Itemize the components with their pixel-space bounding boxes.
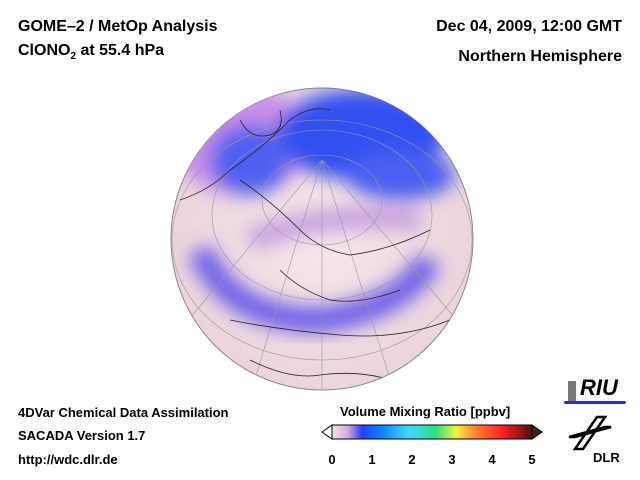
colorbar-min-arrow [321, 424, 333, 440]
riu-logo-tower-icon [568, 381, 576, 401]
species: ClONO [18, 42, 71, 59]
riu-logo-wave-icon [564, 401, 626, 404]
species-subscript: 2 [70, 51, 77, 63]
region: Northern Hemisphere [458, 48, 622, 65]
graticule [171, 119, 473, 390]
colorbar-tick: 5 [528, 452, 536, 467]
colorbar-tick: 1 [368, 452, 376, 467]
footer-method: 4DVar Chemical Data Assimilation [18, 405, 229, 420]
riu-logo: RIU [560, 375, 630, 405]
species-label: ClONO2 at 55.4 hPa [18, 42, 164, 62]
pressure-level: at 55.4 hPa [76, 42, 165, 59]
colorbar-title: Volume Mixing Ratio [ppbv] [340, 404, 511, 419]
footer-version: SACADA Version 1.7 [18, 428, 146, 443]
dlr-logo-icon [568, 415, 612, 451]
dlr-logo-text: DLR [593, 450, 620, 465]
colorbar-tick: 2 [408, 452, 416, 467]
colorbar [321, 424, 543, 440]
footer-url[interactable]: http://wdc.dlr.de [18, 452, 118, 467]
colorbar-tick: 3 [448, 452, 456, 467]
colorbar-tick: 0 [328, 452, 336, 467]
coastlines [179, 108, 451, 381]
colorbar-tick: 4 [488, 452, 496, 467]
riu-logo-text: RIU [580, 375, 618, 400]
date-time: Dec 04, 2009, 12:00 GMT [436, 18, 622, 35]
colorbar-max-arrow [531, 424, 543, 440]
title: GOME–2 / MetOp Analysis [18, 18, 218, 35]
colorbar-gradient [331, 424, 533, 440]
